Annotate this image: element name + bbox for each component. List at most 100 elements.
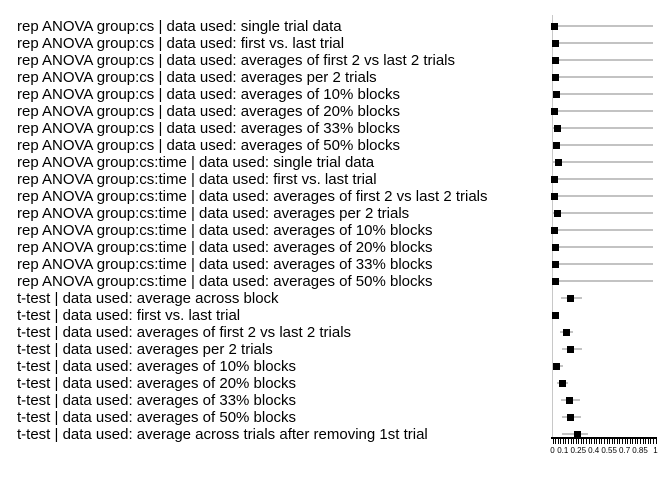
row-label: rep ANOVA group:cs | data used: averages… [17, 102, 401, 120]
x-tick-label: 1 [653, 446, 658, 455]
x-axis-minor-tick [627, 439, 629, 444]
estimate-point [552, 362, 560, 370]
x-axis-minor-tick [650, 439, 652, 444]
x-axis-minor-tick [573, 439, 575, 444]
x-axis-minor-tick [637, 439, 639, 444]
estimate-point [552, 260, 560, 268]
estimate-point [551, 22, 559, 30]
x-axis-minor-tick [606, 439, 608, 444]
x-axis-minor-tick [634, 439, 636, 444]
x-axis-minor-tick [591, 439, 593, 444]
estimate-point [551, 311, 559, 319]
estimate-point [553, 124, 561, 132]
estimate-point [566, 345, 574, 353]
x-axis-minor-tick [611, 439, 613, 444]
x-axis-minor-tick [596, 439, 598, 444]
estimate-point [565, 396, 573, 404]
x-axis-minor-tick [655, 439, 657, 444]
row-label: rep ANOVA group:cs | data used: first vs… [17, 34, 345, 52]
x-axis-line [551, 437, 657, 439]
estimate-point [552, 56, 560, 64]
x-axis-minor-tick [583, 439, 585, 444]
estimate-point [552, 39, 560, 47]
row-label: t-test | data used: averages per 2 trial… [17, 340, 273, 358]
x-axis-minor-tick [624, 439, 626, 444]
row-label: rep ANOVA group:cs | data used: averages… [17, 119, 401, 137]
estimate-point [551, 243, 559, 251]
row-label: rep ANOVA group:cs:time | data used: ave… [17, 204, 410, 222]
estimate-point [550, 226, 558, 234]
estimate-point [567, 294, 575, 302]
estimate-point [551, 192, 559, 200]
row-label: t-test | data used: averages of first 2 … [17, 323, 352, 341]
x-axis-minor-tick [601, 439, 603, 444]
confidence-interval-line [552, 280, 653, 283]
row-label: rep ANOVA group:cs:time | data used: ave… [17, 238, 433, 256]
estimate-point [573, 430, 581, 438]
x-axis-minor-tick [640, 439, 642, 444]
row-label: rep ANOVA group:cs:time | data used: sin… [17, 153, 375, 171]
x-axis-minor-tick [585, 439, 587, 444]
x-tick-label: 0 [550, 446, 555, 455]
x-axis-minor-tick [593, 439, 595, 444]
row-label: rep ANOVA group:cs | data used: averages… [17, 136, 401, 154]
x-axis-minor-tick [555, 439, 557, 444]
x-axis-minor-tick [652, 439, 654, 444]
x-axis-minor-tick [619, 439, 621, 444]
confidence-interval-line [552, 144, 653, 147]
x-axis-minor-tick [557, 439, 559, 444]
estimate-point [567, 413, 575, 421]
estimate-point [553, 209, 561, 217]
x-axis-minor-tick [609, 439, 611, 444]
confidence-interval-line [552, 195, 653, 198]
row-label: rep ANOVA group:cs:time | data used: fir… [17, 170, 377, 188]
x-tick-label: 0.4 [588, 446, 600, 455]
estimate-point [554, 158, 562, 166]
x-axis-minor-tick [570, 439, 572, 444]
confidence-interval-line [552, 25, 653, 28]
row-label: t-test | data used: average across block [17, 289, 279, 307]
x-tick-label: 0.85 [632, 446, 648, 455]
x-axis-minor-tick [562, 439, 564, 444]
confidence-interval-line [552, 212, 653, 215]
row-label: rep ANOVA group:cs | data used: averages… [17, 51, 455, 69]
row-label: rep ANOVA group:cs:time | data used: ave… [17, 272, 433, 290]
x-axis-minor-tick [616, 439, 618, 444]
x-axis-minor-tick [614, 439, 616, 444]
confidence-interval-line [552, 110, 653, 113]
estimate-point [558, 379, 566, 387]
confidence-interval-line [552, 161, 653, 164]
row-label: rep ANOVA group:cs:time | data used: ave… [17, 221, 433, 239]
x-tick-label: 0.25 [570, 446, 587, 455]
confidence-interval-line [552, 246, 653, 249]
row-label: rep ANOVA group:cs:time | data used: ave… [17, 187, 488, 205]
x-tick-label: 0.7 [619, 446, 631, 455]
x-axis-minor-tick [578, 439, 580, 444]
estimate-point [562, 328, 570, 336]
x-axis-minor-tick [642, 439, 644, 444]
x-axis-minor-tick [629, 439, 631, 444]
estimate-point [551, 277, 559, 285]
row-label: rep ANOVA group:cs | data used: single t… [17, 17, 342, 35]
x-axis-minor-tick [580, 439, 582, 444]
x-axis-minor-tick [560, 439, 562, 444]
row-label: t-test | data used: averages of 10% bloc… [17, 357, 297, 375]
row-label: t-test | data used: averages of 33% bloc… [17, 391, 297, 409]
x-axis-minor-tick [575, 439, 577, 444]
row-label: t-test | data used: first vs. last trial [17, 306, 241, 324]
x-axis-minor-tick [588, 439, 590, 444]
estimate-point [551, 107, 559, 115]
confidence-interval-line [552, 178, 653, 181]
x-axis-minor-tick [632, 439, 634, 444]
x-axis-minor-tick [565, 439, 567, 444]
row-label: rep ANOVA group:cs | data used: averages… [17, 68, 377, 86]
confidence-interval-line [552, 42, 653, 45]
confidence-interval-line [552, 229, 653, 232]
x-axis-minor-tick [567, 439, 569, 444]
row-label: rep ANOVA group:cs:time | data used: ave… [17, 255, 433, 273]
estimate-point [551, 175, 559, 183]
row-label: rep ANOVA group:cs | data used: averages… [17, 85, 401, 103]
x-axis-minor-tick [647, 439, 649, 444]
x-axis-minor-tick [604, 439, 605, 444]
